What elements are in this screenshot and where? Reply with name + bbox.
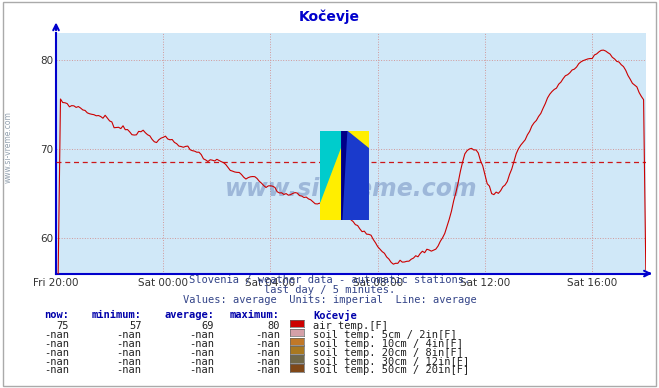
Text: -nan: -nan: [255, 365, 280, 376]
Text: 80: 80: [268, 321, 280, 331]
Text: soil temp. 10cm / 4in[F]: soil temp. 10cm / 4in[F]: [313, 339, 463, 349]
Text: average:: average:: [164, 310, 214, 320]
Text: -nan: -nan: [44, 330, 69, 340]
Text: -nan: -nan: [255, 348, 280, 358]
Text: -nan: -nan: [44, 357, 69, 367]
Text: -nan: -nan: [189, 365, 214, 376]
Text: -nan: -nan: [117, 348, 142, 358]
Text: soil temp. 30cm / 12in[F]: soil temp. 30cm / 12in[F]: [313, 357, 469, 367]
Text: maximum:: maximum:: [230, 310, 280, 320]
Text: -nan: -nan: [117, 339, 142, 349]
Text: minimum:: minimum:: [92, 310, 142, 320]
Polygon shape: [342, 131, 369, 220]
Text: -nan: -nan: [44, 339, 69, 349]
Text: air temp.[F]: air temp.[F]: [313, 321, 388, 331]
Text: -nan: -nan: [189, 339, 214, 349]
Text: -nan: -nan: [255, 339, 280, 349]
Text: www.si-vreme.com: www.si-vreme.com: [225, 177, 477, 201]
Text: www.si-vreme.com: www.si-vreme.com: [4, 111, 13, 184]
Text: -nan: -nan: [189, 348, 214, 358]
Text: Values: average  Units: imperial  Line: average: Values: average Units: imperial Line: av…: [183, 295, 476, 305]
Text: -nan: -nan: [117, 330, 142, 340]
Text: soil temp. 20cm / 8in[F]: soil temp. 20cm / 8in[F]: [313, 348, 463, 358]
Text: now:: now:: [44, 310, 69, 320]
Text: 69: 69: [202, 321, 214, 331]
Text: last day / 5 minutes.: last day / 5 minutes.: [264, 285, 395, 295]
Text: -nan: -nan: [44, 348, 69, 358]
Text: -nan: -nan: [44, 365, 69, 376]
Text: -nan: -nan: [189, 330, 214, 340]
Text: -nan: -nan: [117, 357, 142, 367]
Text: -nan: -nan: [117, 365, 142, 376]
Text: -nan: -nan: [255, 357, 280, 367]
Polygon shape: [320, 131, 347, 202]
Text: -nan: -nan: [255, 330, 280, 340]
Text: soil temp. 5cm / 2in[F]: soil temp. 5cm / 2in[F]: [313, 330, 457, 340]
Text: -nan: -nan: [189, 357, 214, 367]
Polygon shape: [342, 131, 347, 220]
Text: 75: 75: [57, 321, 69, 331]
Text: Kočevje: Kočevje: [299, 10, 360, 24]
Text: soil temp. 50cm / 20in[F]: soil temp. 50cm / 20in[F]: [313, 365, 469, 376]
Text: Kočevje: Kočevje: [313, 310, 357, 321]
Text: Slovenia / weather data - automatic stations.: Slovenia / weather data - automatic stat…: [189, 275, 470, 286]
Text: 57: 57: [129, 321, 142, 331]
